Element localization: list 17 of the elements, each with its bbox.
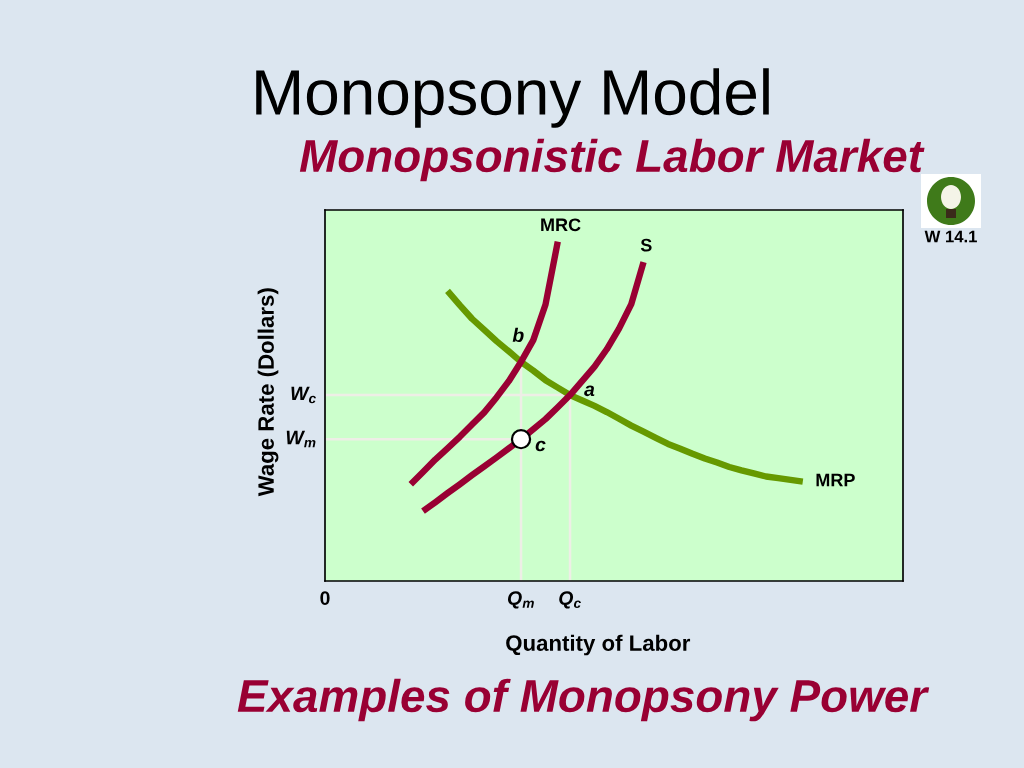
text: W 14.1 (924, 230, 977, 243)
series-label: MRP (816, 473, 855, 487)
x-tick-label: 0 (320, 591, 330, 605)
chart-subtitle: Monopsonistic Labor Market (299, 138, 925, 182)
annotation: W$_{c}$ (291, 386, 316, 404)
annotation: b (512, 327, 524, 343)
text: Examples of Monopsony Power (237, 678, 930, 722)
x-axis-title: Quantity of Labor (506, 634, 691, 656)
annotation: a (584, 385, 595, 397)
annotation: W$_{m}$ (286, 430, 316, 448)
chart-title: Monopsony Model (256, 68, 769, 128)
series-label: MRC (541, 218, 581, 232)
series-label: S (640, 238, 652, 252)
x-tick-label: Q$_{m}$ (507, 591, 534, 609)
y-axis-title: Wage Rate (Dollars) (257, 288, 279, 497)
x-tick-label: Q$_{c}$ (559, 591, 581, 609)
annotation: c (535, 440, 546, 452)
